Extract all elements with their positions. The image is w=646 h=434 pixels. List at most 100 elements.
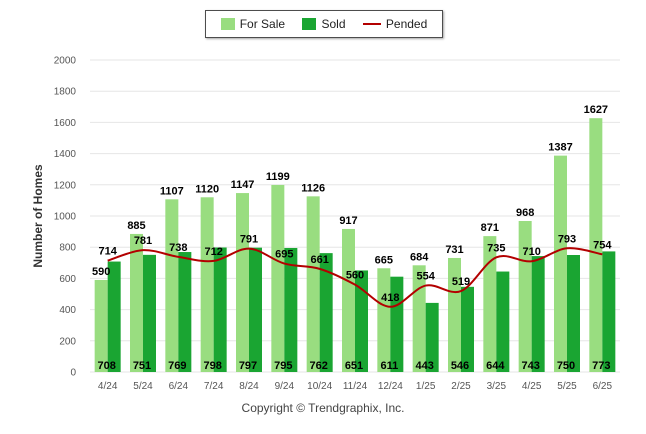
for-sale-data-label: 731 [445,244,463,256]
for-sale-data-label: 590 [92,266,110,278]
sold-data-label: 743 [521,360,539,372]
pended-data-label: 735 [487,242,505,254]
for-sale-bar [342,228,355,372]
for-sale-data-label: 871 [481,222,499,234]
sold-bar [213,247,227,372]
pended-data-label: 560 [346,270,364,282]
for-sale-data-label: 917 [339,215,357,227]
sold-data-label: 611 [380,360,398,372]
copyright-text: Copyright © Trendgraphix, Inc. [241,401,405,415]
pended-data-label: 661 [310,254,328,266]
for-sale-data-label: 1147 [231,179,255,191]
for-sale-data-label: 1387 [548,142,572,154]
pended-swatch [362,23,381,25]
x-tick-label: 6/25 [593,381,613,392]
for-sale-data-label: 1627 [584,104,608,116]
for-sale-bar [554,155,567,372]
x-tick-label: 4/24 [98,381,118,392]
pended-line [107,247,603,308]
y-tick-label: 800 [59,243,76,254]
sold-bar [602,251,616,372]
x-tick-label: 1/25 [416,381,436,392]
y-tick-label: 200 [59,336,76,347]
for-sale-data-label: 1120 [195,183,219,195]
legend-item-for-sale[interactable]: For Sale [220,17,286,31]
for-sale-bar [130,233,143,372]
for-sale-bar [518,220,532,372]
x-tick-label: 2/25 [451,381,471,392]
sold-bar [567,255,580,372]
y-tick-label: 1600 [54,118,77,129]
legend-label-for-sale: For Sale [239,17,286,31]
sold-bar [319,253,333,372]
sold-data-label: 769 [168,360,186,372]
sold-data-label: 762 [309,360,327,372]
sold-data-label: 798 [203,360,221,372]
legend-label-sold: Sold [321,17,346,31]
y-tick-label: 1200 [54,180,77,191]
y-tick-label: 600 [59,274,76,285]
x-tick-label: 5/25 [557,381,577,392]
y-tick-label: 1400 [54,149,77,160]
for-sale-bar [236,193,249,372]
sold-bar [284,247,298,372]
pended-data-label: 738 [169,242,187,254]
pended-data-label: 695 [275,249,293,261]
for-sale-bar [94,279,108,372]
for-sale-data-label: 1199 [266,171,290,183]
for-sale-bar [271,184,285,372]
sold-bar [390,276,404,372]
legend-label-pended: Pended [385,17,428,31]
sold-data-label: 750 [557,360,575,372]
sold-data-label: 795 [274,360,292,372]
x-tick-label: 7/24 [204,381,224,392]
pended-data-label: 712 [204,246,222,258]
legend-item-pended[interactable]: Pended [362,17,428,31]
sold-bar [531,256,545,372]
pended-data-label: 519 [452,276,470,288]
for-sale-data-label: 968 [516,207,534,219]
sold-bar [425,302,439,372]
sold-swatch [302,18,317,30]
x-tick-label: 9/24 [275,381,295,392]
for-sale-bar [448,257,461,372]
pended-data-label: 554 [416,271,435,283]
for-sale-data-label: 684 [410,251,429,263]
sold-bar [143,254,156,372]
sold-bar [249,247,262,372]
for-sale-data-label: 665 [375,254,393,266]
sold-data-label: 546 [451,360,469,372]
sold-bar [178,252,192,372]
x-tick-label: 12/24 [378,381,403,392]
x-tick-label: 10/24 [307,381,332,392]
pended-data-label: 714 [98,246,117,258]
sold-data-label: 797 [239,360,257,372]
for-sale-bar [377,268,391,372]
sold-data-label: 708 [97,360,115,372]
x-tick-label: 11/24 [343,381,368,392]
y-tick-label: 0 [70,368,76,379]
for-sale-bar [200,197,214,372]
for-sale-bar [165,199,179,372]
sold-data-label: 773 [592,360,610,372]
legend-item-sold[interactable]: Sold [302,17,346,31]
sold-bar [461,286,474,372]
pended-data-label: 781 [134,235,152,247]
for-sale-data-label: 1107 [160,185,184,197]
sold-bar [496,271,510,372]
x-tick-label: 5/24 [133,381,153,392]
x-tick-label: 6/24 [169,381,189,392]
for-sale-data-label: 885 [127,220,145,232]
for-sale-bar [306,196,320,372]
sold-data-label: 644 [486,360,505,372]
y-tick-label: 1000 [54,212,77,223]
sold-data-label: 443 [415,360,433,372]
x-tick-label: 3/25 [487,381,507,392]
y-tick-label: 1800 [54,87,77,98]
for-sale-bar [483,236,497,372]
for-sale-bar [589,118,603,372]
legend: For Sale Sold Pended [205,10,443,38]
x-tick-label: 4/25 [522,381,542,392]
pended-data-label: 793 [558,233,576,245]
y-tick-label: 400 [59,305,76,316]
